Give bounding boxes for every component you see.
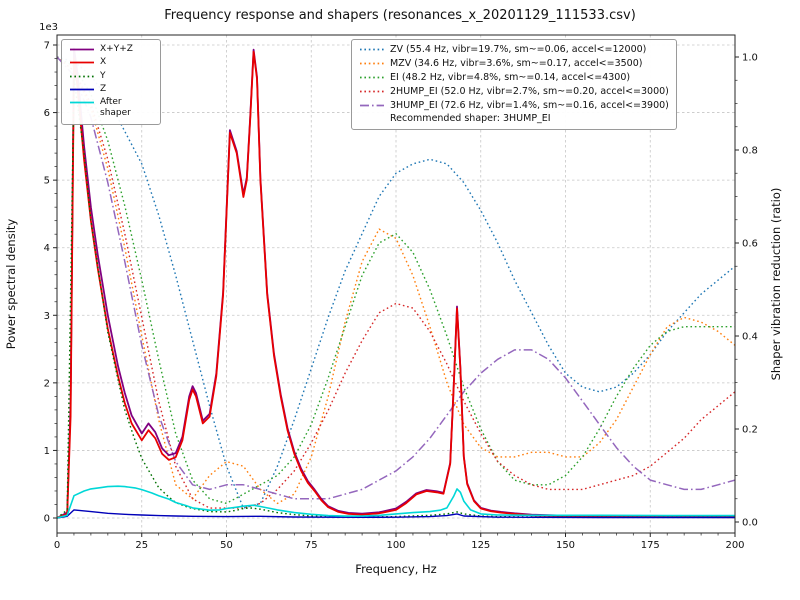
right-axis-label: Shaper vibration reduction (ratio)	[769, 188, 783, 381]
legend-line-sample-icon	[70, 48, 94, 51]
series-ZV	[57, 56, 735, 509]
legend-label: Z	[100, 83, 107, 94]
legend-item: MZV (34.6 Hz, vibr=3.6%, sm~=0.17, accel…	[359, 58, 669, 70]
legend-item: 3HUMP_EI (72.6 Hz, vibr=1.4%, sm~=0.16, …	[359, 100, 669, 112]
svg-text:0.8: 0.8	[742, 146, 758, 157]
svg-text:5: 5	[44, 176, 50, 187]
legend-label: EI (48.2 Hz, vibr=4.8%, sm~=0.14, accel<…	[390, 71, 631, 83]
svg-text:150: 150	[556, 540, 575, 551]
legend-shapers: ZV (55.4 Hz, vibr=19.7%, sm~=0.06, accel…	[351, 39, 677, 131]
svg-text:200: 200	[725, 540, 744, 551]
svg-text:0.6: 0.6	[742, 239, 758, 250]
legend-line-sample-icon	[360, 48, 384, 51]
legend-item: X+Y+Z	[69, 44, 153, 55]
legend-label: X	[100, 57, 107, 68]
svg-text:4: 4	[44, 243, 50, 254]
legend-item: After shaper	[69, 97, 153, 120]
legend-item: ZV (55.4 Hz, vibr=19.7%, sm~=0.06, accel…	[359, 44, 669, 56]
legend-line-sample-icon	[360, 62, 384, 65]
recommended-shaper-note: Recommended shaper: 3HUMP_EI	[390, 113, 551, 125]
svg-text:25: 25	[135, 540, 148, 551]
legend-item: Y	[69, 71, 153, 82]
svg-text:100: 100	[386, 540, 405, 551]
legend-label: Y	[100, 70, 106, 81]
legend-item: EI (48.2 Hz, vibr=4.8%, sm~=0.14, accel<…	[359, 72, 669, 84]
svg-text:1: 1	[44, 446, 50, 457]
series-X	[57, 50, 735, 519]
svg-text:50: 50	[220, 540, 233, 551]
series-MZV	[57, 56, 735, 505]
legend-label: After shaper	[100, 97, 131, 119]
legend-line-sample-icon	[70, 61, 94, 64]
svg-text:0.4: 0.4	[742, 332, 758, 343]
svg-text:175: 175	[641, 540, 660, 551]
svg-text:0.2: 0.2	[742, 425, 758, 436]
svg-text:75: 75	[305, 540, 318, 551]
legend-line-sample-icon	[360, 104, 384, 106]
legend-label: X+Y+Z	[100, 44, 133, 54]
legend-item: Z	[69, 84, 153, 95]
x-axis-label: Frequency, Hz	[355, 562, 436, 576]
chart-title: Frequency response and shapers (resonanc…	[164, 8, 636, 23]
svg-text:6: 6	[44, 108, 50, 119]
series-After-shaper	[57, 485, 735, 519]
svg-text:3: 3	[44, 311, 50, 322]
legend-item: X	[69, 57, 153, 68]
svg-text:0: 0	[54, 540, 60, 551]
legend-line-sample-icon	[360, 76, 384, 79]
svg-text:0: 0	[44, 514, 50, 525]
legend-line-sample-icon	[70, 88, 94, 91]
axis-ticks: 0 25 50 75 100 125 150 175 200 0 1 2 3 4 5 6 7 0.0 0.2 0.4 0…	[44, 41, 758, 552]
left-axis-offset-label: 1e3	[39, 22, 58, 33]
series-EI	[57, 56, 735, 505]
series-Z	[57, 509, 735, 519]
legend-label: MZV (34.6 Hz, vibr=3.6%, sm~=0.17, accel…	[390, 57, 643, 69]
svg-text:7: 7	[44, 41, 50, 52]
svg-text:1.0: 1.0	[742, 53, 758, 64]
legend-item: 2HUMP_EI (52.0 Hz, vibr=2.7%, sm~=0.20, …	[359, 86, 669, 98]
svg-text:125: 125	[471, 540, 490, 551]
svg-text:0.0: 0.0	[742, 518, 758, 529]
legend-psd: X+Y+Z X Y Z After shaper	[61, 39, 161, 125]
legend-label: ZV (55.4 Hz, vibr=19.7%, sm~=0.06, accel…	[390, 44, 647, 55]
series-3HUMP-EI	[57, 56, 735, 500]
legend-line-sample-icon	[70, 75, 94, 77]
left-axis-label: Power spectral density	[4, 219, 18, 350]
svg-text:2: 2	[44, 378, 50, 389]
legend-line-sample-icon	[360, 90, 384, 92]
legend-label: 3HUMP_EI (72.6 Hz, vibr=1.4%, sm~=0.16, …	[390, 99, 669, 111]
axis-labels: Frequency, Hz Power spectral density Shape…	[4, 22, 783, 576]
legend-line-sample-icon	[70, 101, 94, 104]
legend-label: 2HUMP_EI (52.0 Hz, vibr=2.7%, sm~=0.20, …	[390, 85, 669, 97]
series-group	[57, 47, 735, 519]
